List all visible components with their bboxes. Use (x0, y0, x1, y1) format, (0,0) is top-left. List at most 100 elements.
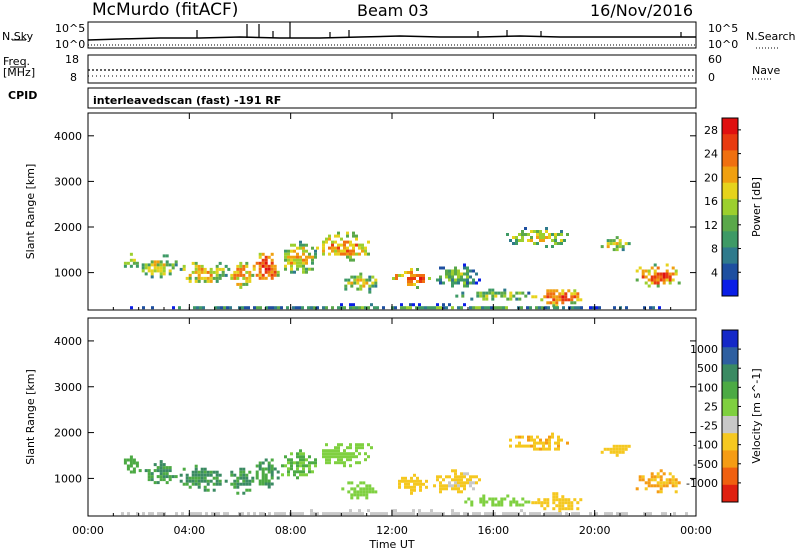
echo-cell (674, 481, 678, 485)
echo-cell (613, 306, 616, 310)
echo-cell (439, 275, 442, 279)
echo-cell (307, 306, 310, 310)
echo-cell (422, 482, 425, 486)
echo-cell (430, 512, 433, 516)
echo-cell (562, 306, 565, 310)
echo-cell (273, 273, 277, 277)
echo-cell (433, 484, 436, 488)
echo-cell (518, 444, 521, 448)
echo-cell (412, 509, 415, 513)
echo-cell (308, 267, 311, 271)
echo-cell (352, 252, 355, 256)
echo-cell (466, 272, 469, 276)
echo-cell (252, 264, 256, 268)
echo-cell (439, 487, 442, 491)
echo-cell (433, 306, 436, 310)
echo-cell (343, 243, 346, 247)
y-tick-label: 3000 (54, 381, 82, 394)
colorbar-segment (722, 166, 738, 184)
y-tick-label: 4000 (54, 335, 82, 348)
colorbar-label: Power [dB] (750, 177, 763, 237)
echo-cell (546, 289, 550, 293)
echo-cell (368, 490, 372, 494)
echo-cell (530, 435, 533, 439)
echo-cell (325, 455, 328, 459)
echo-cell (418, 303, 421, 307)
echo-cell (512, 242, 515, 245)
colorbar-frame (721, 329, 739, 503)
echo-cell (284, 249, 287, 253)
echo-cell (165, 466, 169, 470)
freq-label-2: [MHz] (3, 66, 36, 79)
echo-cell (413, 485, 416, 489)
echo-cell (416, 482, 419, 486)
echo-cell (144, 266, 148, 270)
echo-cell (536, 447, 539, 451)
echo-cell (226, 512, 229, 516)
echo-cell (123, 461, 127, 465)
echo-cell (242, 479, 246, 483)
echo-cell (460, 272, 463, 276)
echo-cell (551, 245, 554, 248)
echo-cell (197, 479, 201, 483)
echo-cell (549, 301, 553, 305)
echo-cell (609, 242, 613, 246)
echo-cell (466, 481, 469, 485)
colorbar-segment (722, 416, 738, 434)
echo-cell (215, 276, 219, 280)
echo-cell (621, 447, 625, 451)
echo-cell (261, 261, 265, 265)
echo-cell (561, 295, 565, 299)
echo-cell (236, 476, 240, 480)
echo-cell (650, 281, 654, 285)
echo-cell (564, 292, 568, 296)
echo-cell (356, 275, 360, 279)
echo-cell (203, 267, 207, 271)
echo-cell (529, 512, 532, 516)
echo-cell (487, 306, 490, 310)
echo-cell (463, 278, 466, 282)
echo-cell (561, 501, 565, 505)
echo-cell (264, 267, 268, 271)
echo-cell (545, 230, 548, 233)
echo-cell (162, 254, 166, 258)
echo-cell (299, 455, 302, 459)
beam-title: Beam 03 (357, 1, 429, 20)
echo-cell (168, 466, 172, 470)
echo-cell (261, 276, 265, 280)
echo-cell (264, 473, 268, 477)
echo-cell (268, 306, 271, 310)
echo-cell (454, 512, 457, 516)
echo-cell (371, 490, 375, 494)
echo-cell (668, 478, 672, 482)
echo-cell (239, 476, 243, 480)
echo-cell (349, 512, 352, 516)
echo-cell (656, 475, 660, 479)
echo-cell (544, 512, 547, 516)
echo-cell (554, 236, 557, 239)
echo-cell (218, 479, 222, 483)
echo-cell (293, 243, 296, 247)
echo-cell (264, 255, 268, 259)
echo-cell (472, 278, 475, 282)
echo-cell (159, 263, 163, 267)
echo-cell (197, 264, 201, 268)
echo-cell (454, 281, 457, 285)
echo-cell (647, 484, 651, 488)
echo-cell (215, 479, 219, 483)
echo-cell (153, 463, 157, 467)
echo-cell (325, 443, 328, 447)
echo-cell (277, 512, 280, 516)
echo-cell (337, 243, 340, 247)
echo-cell (203, 279, 207, 283)
echo-cell (328, 252, 331, 256)
echo-cell (287, 255, 290, 259)
echo-cell (299, 452, 302, 456)
echo-cell (439, 512, 442, 516)
echo-cell (314, 464, 317, 468)
echo-cell (337, 246, 340, 250)
echo-cell (328, 458, 331, 462)
echo-cell (150, 472, 154, 476)
echo-cell (141, 269, 145, 273)
